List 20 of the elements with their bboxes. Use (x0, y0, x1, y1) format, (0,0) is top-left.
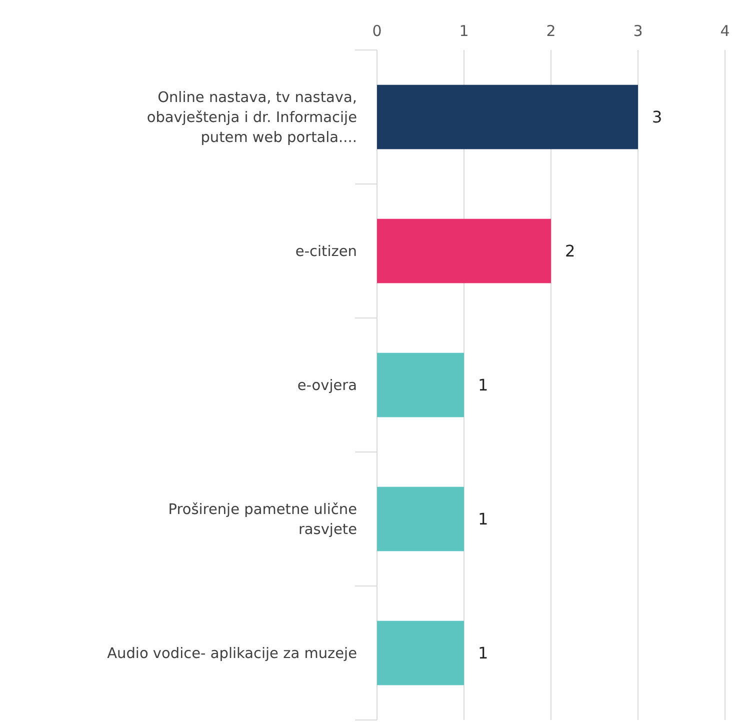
data-label: 1 (478, 644, 488, 663)
x-tick-label: 1 (459, 22, 469, 40)
x-tick-label: 2 (546, 22, 556, 40)
data-label: 1 (478, 510, 488, 529)
bar (377, 218, 551, 284)
x-tick-label: 0 (372, 22, 382, 40)
data-label: 1 (478, 376, 488, 395)
data-label: 2 (565, 242, 576, 261)
x-tick-label: 3 (633, 22, 643, 40)
bar (377, 486, 464, 552)
y-tick-label: Online nastava, tv nastava, obavještenja i dr. Informacije putem web portala.... (146, 90, 358, 146)
y-tick-label: e-citizen (295, 244, 357, 260)
bar (377, 352, 464, 418)
bar (377, 620, 464, 686)
bar (377, 84, 638, 150)
y-tick-label: e-ovjera (297, 378, 357, 394)
y-tick-label: Proširenje pametne ulične rasvjete (168, 502, 358, 538)
data-label: 3 (652, 108, 662, 127)
y-tick-label: Audio vodice- aplikacije za muzeje (107, 646, 358, 662)
x-tick-label: 4 (720, 22, 730, 40)
